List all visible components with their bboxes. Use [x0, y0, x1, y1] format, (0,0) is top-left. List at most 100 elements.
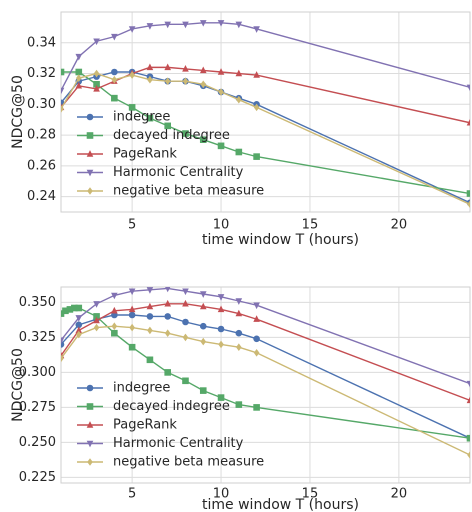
point — [253, 153, 260, 160]
legend-label: decayed indegree — [113, 128, 230, 143]
legend-label: Harmonic Centrality — [113, 165, 244, 180]
point — [236, 95, 242, 104]
x-tick-label: 15 — [302, 487, 319, 502]
point — [93, 69, 100, 78]
point — [253, 103, 260, 112]
y-tick-label: 0.26 — [27, 158, 56, 173]
y-tick-label: 0.300 — [19, 365, 56, 380]
point — [164, 329, 171, 337]
point — [200, 80, 207, 89]
point — [182, 318, 189, 326]
y-tick-label: 0.225 — [19, 470, 56, 485]
x-axis-label: time window T (hours) — [202, 232, 359, 248]
point — [199, 136, 207, 143]
x-axis-label: time window T (hours) — [202, 497, 359, 512]
x-tick-label: 5 — [128, 487, 136, 502]
point — [146, 287, 154, 294]
point — [164, 313, 171, 320]
point — [111, 33, 118, 41]
point — [75, 321, 83, 329]
point — [199, 291, 207, 298]
point — [87, 187, 93, 195]
point — [466, 118, 470, 126]
point — [93, 301, 100, 308]
x-tick-label: 15 — [302, 218, 319, 233]
point — [147, 75, 153, 84]
point — [111, 94, 118, 102]
point — [128, 288, 136, 296]
point — [467, 451, 470, 459]
point — [235, 309, 243, 317]
point — [235, 329, 243, 337]
point — [235, 69, 243, 77]
point — [236, 343, 242, 351]
legend-label: indegree — [113, 110, 170, 125]
point — [128, 343, 136, 351]
point — [75, 304, 83, 312]
point — [164, 369, 171, 376]
point — [86, 440, 94, 448]
point — [217, 142, 225, 150]
point — [146, 356, 154, 364]
point — [111, 322, 118, 330]
point — [466, 84, 470, 92]
point — [235, 298, 243, 305]
point — [253, 404, 260, 411]
point — [164, 63, 171, 71]
y-tick-label: 0.24 — [27, 189, 56, 204]
point — [86, 421, 94, 428]
point — [93, 85, 100, 92]
point — [164, 77, 171, 86]
point — [86, 384, 94, 392]
point — [146, 63, 154, 71]
point — [466, 434, 470, 442]
point — [182, 130, 189, 137]
point — [253, 349, 260, 357]
point — [146, 313, 154, 320]
point — [217, 394, 225, 401]
point — [182, 65, 189, 72]
point — [218, 88, 224, 96]
point — [147, 326, 153, 335]
x-tick-label: 10 — [213, 487, 230, 502]
point — [199, 387, 207, 394]
point — [75, 81, 83, 89]
point — [253, 302, 260, 310]
point — [93, 38, 100, 46]
point — [86, 169, 94, 177]
point — [75, 68, 83, 76]
point — [75, 326, 83, 334]
y-tick-label: 0.350 — [19, 295, 56, 310]
point — [75, 315, 83, 322]
point — [129, 323, 135, 332]
x-tick-label: 5 — [128, 218, 136, 233]
y-axis-label: NDCG@50 — [10, 75, 26, 149]
point — [61, 105, 64, 113]
point — [217, 20, 225, 27]
point — [253, 71, 260, 78]
point — [87, 458, 93, 466]
point — [111, 68, 118, 76]
point — [217, 325, 225, 333]
point — [182, 333, 189, 342]
y-tick-label: 0.28 — [27, 128, 56, 143]
series-layer — [61, 20, 470, 209]
y-tick-label: 0.275 — [19, 400, 56, 415]
point — [253, 315, 260, 322]
point — [253, 335, 260, 343]
point — [61, 87, 65, 95]
point — [182, 288, 189, 296]
point — [466, 380, 470, 388]
point — [111, 75, 118, 84]
y-tick-label: 0.30 — [27, 97, 56, 112]
point — [61, 354, 64, 363]
point — [75, 74, 82, 82]
legend-label: PageRank — [113, 147, 177, 162]
y-tick-label: 0.32 — [27, 66, 56, 81]
point — [467, 200, 470, 209]
point — [164, 299, 171, 307]
point — [164, 21, 171, 29]
point — [86, 113, 94, 121]
y-tick-label: 0.325 — [19, 330, 56, 345]
